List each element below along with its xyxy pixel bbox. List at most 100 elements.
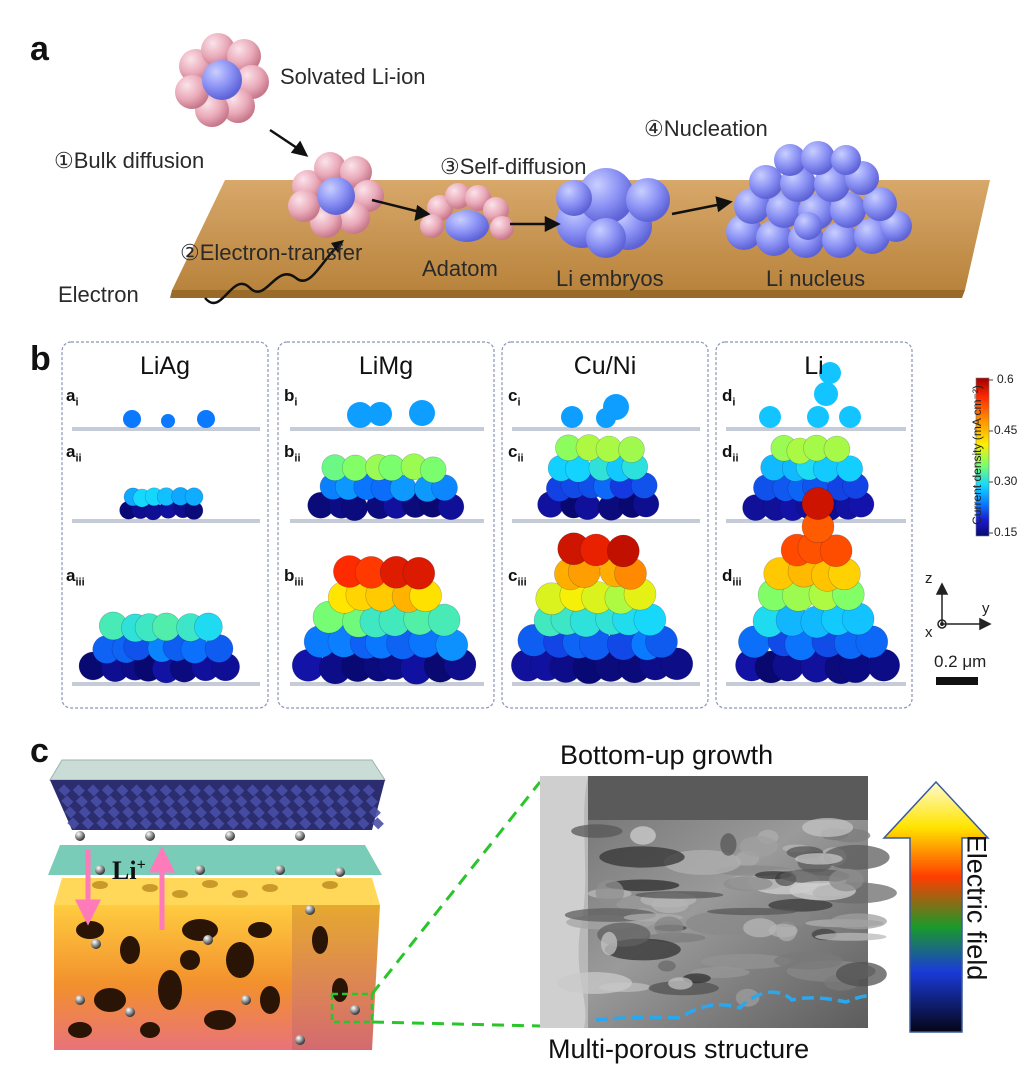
lattice-block: [177, 795, 190, 808]
pore: [120, 936, 140, 964]
lattice-block: [81, 817, 94, 830]
lattice-block: [119, 795, 132, 808]
pore: [248, 922, 272, 938]
panel-a-arrows: [269, 128, 733, 233]
lattice-block: [67, 817, 80, 830]
electron-wave: [204, 245, 339, 305]
deposit-sphere: [347, 402, 373, 428]
lattice-block: [159, 784, 172, 797]
lattice-block: [322, 795, 335, 808]
host-lattice-texture: [58, 784, 384, 830]
li-particle: [125, 1007, 135, 1017]
deposit-sphere: [161, 414, 175, 428]
deposit-sphere: [839, 406, 861, 428]
column-title-liag: LiAg: [139, 352, 191, 380]
deposit-sphere: [759, 406, 781, 428]
pore: [226, 942, 254, 978]
sublabel-a-ii: aii: [66, 442, 82, 465]
sem-texture: [707, 907, 797, 916]
lattice-block: [174, 784, 187, 797]
lattice-block: [296, 806, 309, 819]
li-particle: [95, 865, 105, 875]
sem-texture: [605, 879, 680, 892]
sublabel-c-i: ci: [508, 386, 521, 409]
lattice-block: [357, 817, 370, 830]
sem-texture: [654, 916, 684, 938]
sublabel-b-ii: bii: [284, 442, 301, 465]
lattice-block: [217, 784, 230, 797]
sem-texture: [823, 844, 890, 870]
pore: [158, 970, 182, 1010]
lattice-block: [72, 784, 85, 797]
column-title-li: Li: [804, 352, 824, 380]
separator-layer: [48, 845, 382, 875]
li-embryos: [556, 168, 670, 258]
axis-x-label: x: [925, 624, 933, 641]
pore: [182, 919, 218, 941]
colorbar-tick-3: 0.15: [994, 525, 1018, 539]
li-ion-label: Li+: [112, 856, 146, 885]
li-particle: [195, 865, 205, 875]
pore: [232, 890, 248, 898]
colorbar-tick-2: 0.30: [994, 474, 1018, 488]
zoom-line-top: [370, 781, 542, 995]
sem-texture: [829, 868, 864, 892]
lattice-block: [180, 806, 193, 819]
panel-b-frames: [61, 341, 913, 709]
li-particle: [295, 831, 305, 841]
sem-texture: [601, 931, 618, 956]
panel-a-illustration: [170, 33, 990, 305]
lattice-block: [371, 817, 384, 830]
deposit-sphere: [595, 435, 623, 463]
adatom: [420, 183, 514, 242]
lattice-block: [270, 817, 283, 830]
sem-texture: [795, 853, 843, 865]
sem-texture: [836, 962, 887, 987]
colorbar-tick-1: 0.45: [994, 423, 1018, 437]
sublabel-d-iii: diii: [722, 566, 742, 589]
lattice-block: [220, 795, 233, 808]
deposit-sphere: [368, 402, 392, 426]
pore: [322, 881, 338, 889]
li-nucleus: [726, 141, 912, 258]
pore: [180, 950, 200, 970]
sem-texture: [720, 833, 737, 856]
sem-texture: [739, 835, 778, 857]
colorbar-tick-0: 0.6: [997, 372, 1014, 386]
lattice-block: [116, 784, 129, 797]
li-particles: [75, 831, 360, 1045]
lattice-block: [264, 795, 277, 808]
pore: [260, 986, 280, 1014]
pore: [142, 884, 158, 892]
pore: [202, 880, 218, 888]
column-title-limg: LiMg: [358, 352, 414, 380]
lattice-block: [235, 795, 248, 808]
lattice-block: [284, 817, 297, 830]
deposit-sphere: [409, 400, 435, 426]
deposit-sphere: [836, 455, 864, 483]
sem-image: [540, 776, 897, 1028]
deposit-sphere: [197, 410, 215, 428]
lattice-block: [139, 817, 152, 830]
lattice-block: [342, 817, 355, 830]
sem-texture: [557, 972, 632, 994]
sem-texture: [735, 988, 760, 1007]
self-diffusion-label: ③Self-diffusion: [440, 154, 587, 179]
sem-texture: [658, 960, 676, 972]
deposit-sphere: [123, 410, 141, 428]
lattice-block: [299, 817, 312, 830]
lattice-block: [354, 806, 367, 819]
bulk-diffusion-label: ①Bulk diffusion: [54, 148, 205, 173]
lattice-block: [325, 806, 338, 819]
lattice-block: [151, 806, 164, 819]
pore: [140, 1022, 160, 1038]
lattice-block: [145, 784, 158, 797]
deposit-sphere: [814, 382, 838, 406]
sublabel-b-iii: biii: [284, 566, 304, 589]
lattice-block: [130, 784, 143, 797]
lattice-block: [78, 806, 91, 819]
lattice-block: [304, 784, 317, 797]
panel-c-schematic: [48, 759, 542, 1050]
lattice-block: [93, 806, 106, 819]
